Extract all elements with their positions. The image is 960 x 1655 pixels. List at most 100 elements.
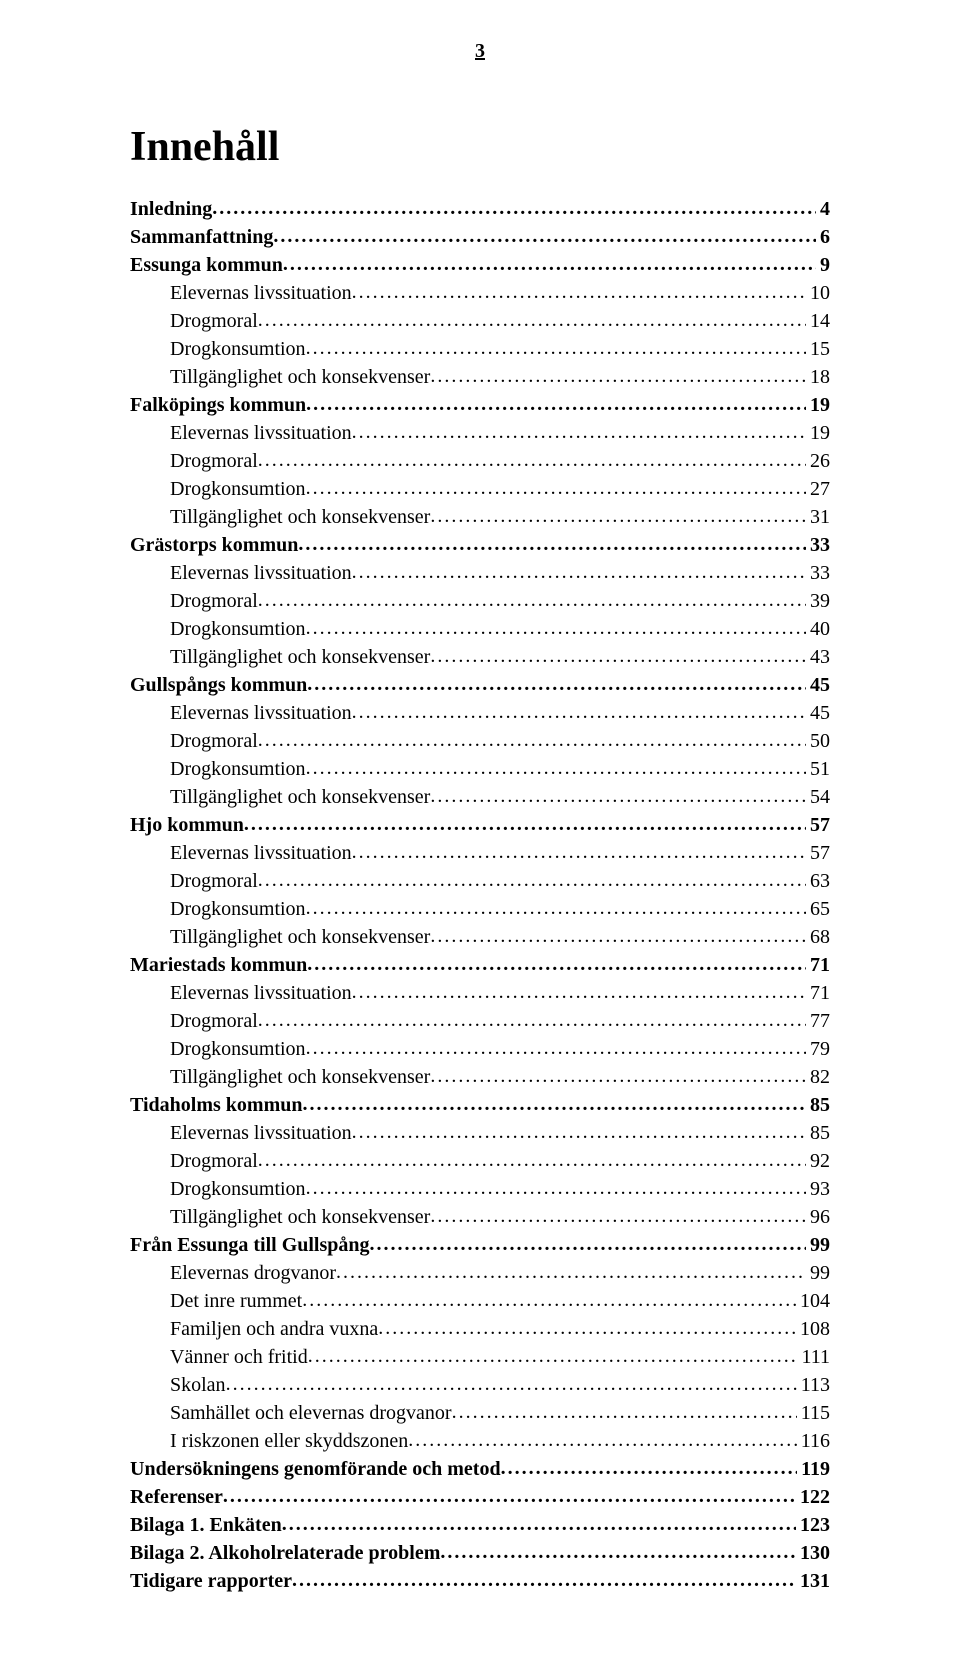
toc-dot-leader [292,1567,796,1587]
toc-entry-page: 63 [806,868,830,895]
toc-entry-label: Tidigare rapporter [130,1568,292,1595]
toc-entry-page: 99 [806,1232,830,1259]
toc-entry-label: Mariestads kommun [130,952,307,979]
toc-entry-label: Hjo kommun [130,812,244,839]
toc-entry: Referenser 122 [130,1483,830,1511]
toc-dot-leader [258,867,806,887]
toc-entry-page: 119 [797,1456,830,1483]
toc-entry-label: Familjen och andra vuxna [130,1316,378,1343]
toc-entry-label: Essunga kommun [130,252,283,279]
toc-entry: Tillgänglighet och konsekvenser68 [130,923,830,951]
toc-entry: I riskzonen eller skyddszonen116 [130,1427,830,1455]
toc-entry-label: Elevernas drogvanor [130,1260,336,1287]
toc-dot-leader [352,559,806,579]
toc-entry: Hjo kommun57 [130,811,830,839]
toc-entry: Drogmoral92 [130,1147,830,1175]
toc-entry-label: Elevernas livssituation [130,420,352,447]
toc-entry-page: 113 [797,1372,830,1399]
toc-entry: Grästorps kommun33 [130,531,830,559]
toc-dot-leader [302,1287,796,1307]
toc-dot-leader [258,447,806,467]
toc-entry-page: 57 [806,840,830,867]
toc-entry-page: 50 [806,728,830,755]
toc-entry-page: 9 [816,252,830,279]
toc-dot-leader [501,1455,798,1475]
toc-dot-leader [440,1539,796,1559]
toc-dot-leader [336,1259,806,1279]
toc-entry: Tillgänglighet och konsekvenser82 [130,1063,830,1091]
toc-entry-page: 19 [806,392,830,419]
toc-dot-leader [258,727,806,747]
toc-entry: Elevernas livssituation 10 [130,279,830,307]
toc-entry-page: 65 [806,896,830,923]
toc-entry-page: 122 [796,1484,830,1511]
toc-entry-page: 26 [806,448,830,475]
toc-entry: Elevernas livssituation 19 [130,419,830,447]
toc-entry-label: Bilaga 2. Alkoholrelaterade problem [130,1540,440,1567]
toc-entry: Tillgänglighet och konsekvenser31 [130,503,830,531]
toc-entry-page: 85 [806,1120,830,1147]
toc-entry: Samhället och elevernas drogvanor115 [130,1399,830,1427]
toc-entry-label: Drogkonsumtion [130,896,306,923]
toc-entry-label: Det inre rummet [130,1288,302,1315]
toc-entry: Drogkonsumtion79 [130,1035,830,1063]
toc-entry-label: Elevernas livssituation [130,280,352,307]
toc-entry-label: Skolan [130,1372,226,1399]
toc-entry-page: 45 [806,672,830,699]
toc-entry-page: 31 [806,504,830,531]
toc-entry: Tillgänglighet och konsekvenser43 [130,643,830,671]
toc-title: Innehåll [130,123,830,171]
toc-entry-page: 10 [806,280,830,307]
toc-entry: Inledning 4 [130,195,830,223]
toc-entry-page: 19 [806,420,830,447]
toc-entry: Tidaholms kommun 85 [130,1091,830,1119]
toc-dot-leader [306,1035,806,1055]
toc-entry-page: 116 [797,1428,830,1455]
toc-entry-label: Drogkonsumtion [130,336,306,363]
toc-dot-leader [298,531,806,551]
toc-entry-page: 43 [806,644,830,671]
toc-entry-page: 123 [796,1512,830,1539]
toc-entry-label: Inledning [130,196,212,223]
toc-entry: Gullspångs kommun45 [130,671,830,699]
toc-entry-label: Bilaga 1. Enkäten [130,1512,282,1539]
toc-entry-label: Referenser [130,1484,223,1511]
toc-entry-page: 27 [806,476,830,503]
toc-entry-label: Drogkonsumtion [130,616,306,643]
toc-entry-page: 131 [796,1568,830,1595]
toc-entry-label: Tillgänglighet och konsekvenser [130,1064,430,1091]
toc-dot-leader [352,279,806,299]
toc-entry-label: Vänner och fritid [130,1344,308,1371]
toc-entry: Mariestads kommun71 [130,951,830,979]
toc-entry-page: 85 [806,1092,830,1119]
toc-entry-page: 79 [806,1036,830,1063]
toc-entry-page: 111 [797,1344,830,1371]
toc-entry: Elevernas drogvanor99 [130,1259,830,1287]
toc-entry-label: Tillgänglighet och konsekvenser [130,364,430,391]
toc-entry: Tillgänglighet och konsekvenser54 [130,783,830,811]
toc-dot-leader [430,1063,806,1083]
toc-entry-page: 4 [816,196,830,223]
toc-entry: Drogmoral50 [130,727,830,755]
toc-dot-leader [378,1315,796,1335]
toc-entry: Drogkonsumtion 65 [130,895,830,923]
toc-entry-label: Drogkonsumtion [130,756,306,783]
toc-dot-leader [430,1203,806,1223]
toc-entry: Drogmoral77 [130,1007,830,1035]
toc-dot-leader [244,811,806,831]
toc-entry-page: 77 [806,1008,830,1035]
toc-entry: Tillgänglighet och konsekvenser96 [130,1203,830,1231]
toc-entry: Bilaga 2. Alkoholrelaterade problem130 [130,1539,830,1567]
toc-entry: Elevernas livssituation85 [130,1119,830,1147]
toc-entry: Drogmoral 63 [130,867,830,895]
toc-entry-label: Tidaholms kommun [130,1092,302,1119]
toc-entry: Drogkonsumtion15 [130,335,830,363]
toc-entry-page: 45 [806,700,830,727]
toc-dot-leader [306,475,806,495]
toc-dot-leader [307,671,806,691]
toc-dot-leader [430,783,806,803]
toc-entry-label: Tillgänglighet och konsekvenser [130,1204,430,1231]
toc-entry-label: Drogkonsumtion [130,1176,306,1203]
toc-entry-label: Elevernas livssituation [130,840,352,867]
toc-entry-label: Drogmoral [130,868,258,895]
